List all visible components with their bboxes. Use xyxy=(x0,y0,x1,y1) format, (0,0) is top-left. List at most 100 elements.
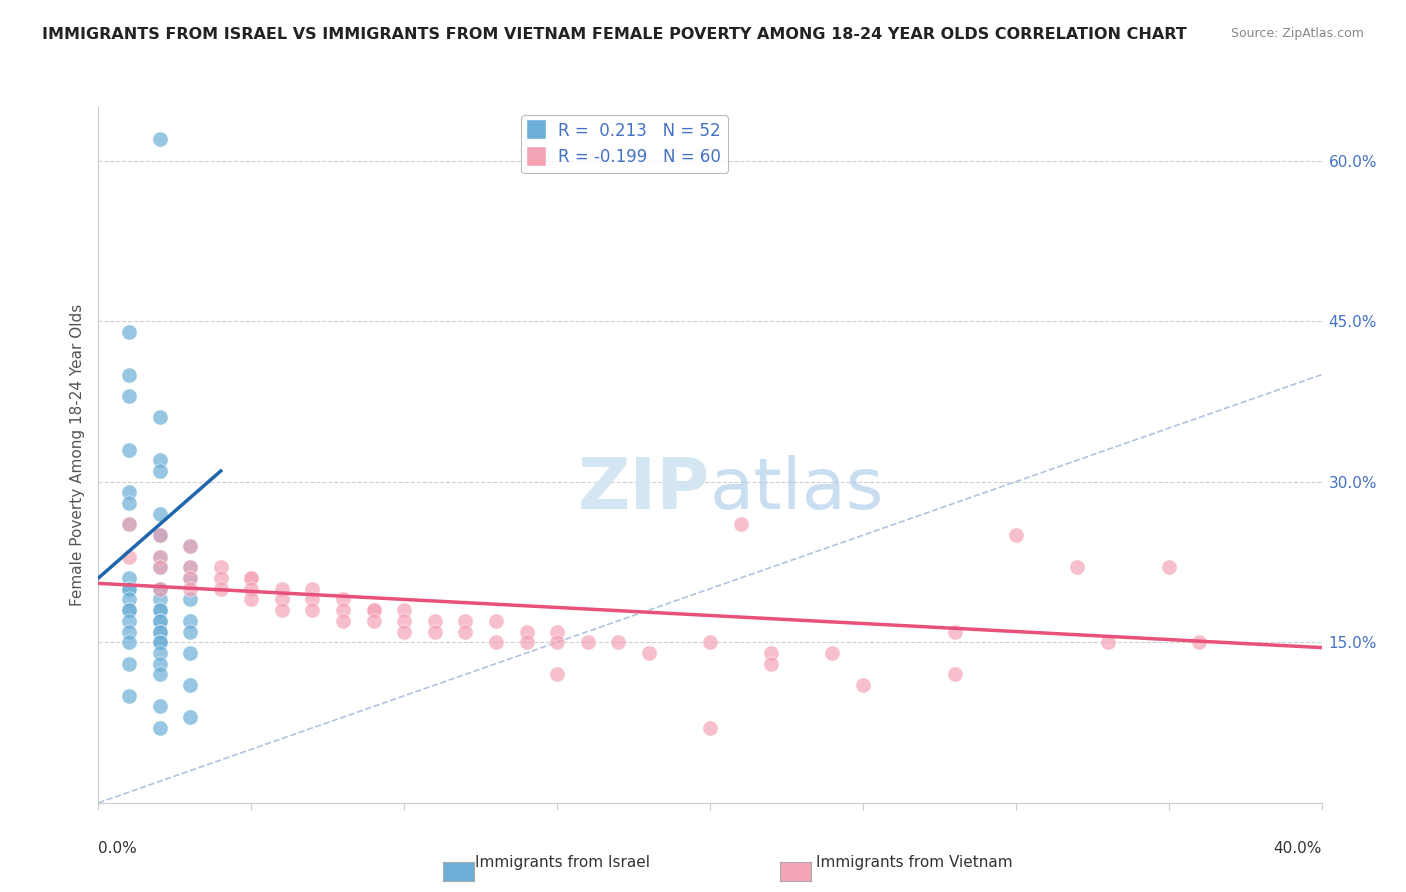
Point xyxy=(149,549,172,564)
Point xyxy=(149,624,172,639)
Point xyxy=(179,571,201,585)
Point xyxy=(392,603,416,617)
Point xyxy=(730,517,752,532)
Point xyxy=(240,571,263,585)
Point xyxy=(149,560,172,574)
Point xyxy=(149,528,172,542)
Point xyxy=(149,549,172,564)
Point xyxy=(516,635,538,649)
Point xyxy=(118,624,141,639)
Point xyxy=(179,624,201,639)
Point xyxy=(332,603,354,617)
Point xyxy=(699,635,721,649)
Point xyxy=(454,624,477,639)
Point xyxy=(270,582,292,596)
Point xyxy=(454,614,477,628)
Point xyxy=(209,560,232,574)
Point xyxy=(759,657,782,671)
Text: 0.0%: 0.0% xyxy=(98,841,138,856)
Point xyxy=(118,582,141,596)
Point xyxy=(149,582,172,596)
Point xyxy=(1097,635,1119,649)
Point xyxy=(179,582,201,596)
Point xyxy=(423,624,446,639)
Point xyxy=(118,592,141,607)
Point xyxy=(301,592,323,607)
Point xyxy=(209,582,232,596)
Point xyxy=(149,699,172,714)
Point xyxy=(118,603,141,617)
Point xyxy=(546,667,568,681)
Point xyxy=(149,667,172,681)
Point xyxy=(118,517,141,532)
Point xyxy=(118,368,141,382)
Text: ZIP: ZIP xyxy=(578,455,710,524)
Point xyxy=(118,442,141,457)
Point xyxy=(149,624,172,639)
Point xyxy=(516,624,538,639)
Point xyxy=(149,614,172,628)
Point xyxy=(179,560,201,574)
Point xyxy=(363,603,385,617)
Point xyxy=(149,464,172,478)
Point xyxy=(301,582,323,596)
Y-axis label: Female Poverty Among 18-24 Year Olds: Female Poverty Among 18-24 Year Olds xyxy=(69,304,84,606)
Text: atlas: atlas xyxy=(710,455,884,524)
Point xyxy=(852,678,875,692)
Point xyxy=(118,496,141,510)
Point xyxy=(485,635,508,649)
Point xyxy=(607,635,630,649)
Point xyxy=(699,721,721,735)
Point xyxy=(149,132,172,146)
Point xyxy=(240,571,263,585)
Text: Immigrants from Israel: Immigrants from Israel xyxy=(475,855,650,870)
Point xyxy=(423,614,446,628)
Text: IMMIGRANTS FROM ISRAEL VS IMMIGRANTS FROM VIETNAM FEMALE POVERTY AMONG 18-24 YEA: IMMIGRANTS FROM ISRAEL VS IMMIGRANTS FRO… xyxy=(42,27,1187,42)
Point xyxy=(149,603,172,617)
Point xyxy=(149,592,172,607)
Point xyxy=(209,571,232,585)
Point xyxy=(118,389,141,403)
Point xyxy=(392,614,416,628)
Point xyxy=(118,657,141,671)
Point xyxy=(179,678,201,692)
Point xyxy=(1157,560,1180,574)
Point xyxy=(301,603,323,617)
Point xyxy=(1004,528,1026,542)
Legend: R =  0.213   N = 52, R = -0.199   N = 60: R = 0.213 N = 52, R = -0.199 N = 60 xyxy=(522,115,727,173)
Point xyxy=(270,603,292,617)
Text: Immigrants from Vietnam: Immigrants from Vietnam xyxy=(815,855,1012,870)
Point xyxy=(118,603,141,617)
Point xyxy=(240,592,263,607)
Point xyxy=(179,539,201,553)
Point xyxy=(332,614,354,628)
Point xyxy=(179,592,201,607)
Point xyxy=(179,710,201,724)
Point xyxy=(118,635,141,649)
Point xyxy=(149,603,172,617)
Point xyxy=(332,592,354,607)
Text: Source: ZipAtlas.com: Source: ZipAtlas.com xyxy=(1230,27,1364,40)
Point xyxy=(240,582,263,596)
Point xyxy=(149,635,172,649)
Point xyxy=(637,646,661,660)
Point xyxy=(149,560,172,574)
Point xyxy=(118,549,141,564)
Point xyxy=(759,646,782,660)
Point xyxy=(179,560,201,574)
Point xyxy=(1188,635,1211,649)
Point xyxy=(149,635,172,649)
Point xyxy=(821,646,844,660)
Point xyxy=(485,614,508,628)
Point xyxy=(149,614,172,628)
Point xyxy=(546,624,568,639)
Point xyxy=(149,657,172,671)
Point xyxy=(179,646,201,660)
Text: 40.0%: 40.0% xyxy=(1274,841,1322,856)
Point xyxy=(363,614,385,628)
Point xyxy=(179,539,201,553)
Point xyxy=(943,624,966,639)
Point xyxy=(149,646,172,660)
Point xyxy=(118,582,141,596)
Point xyxy=(363,603,385,617)
